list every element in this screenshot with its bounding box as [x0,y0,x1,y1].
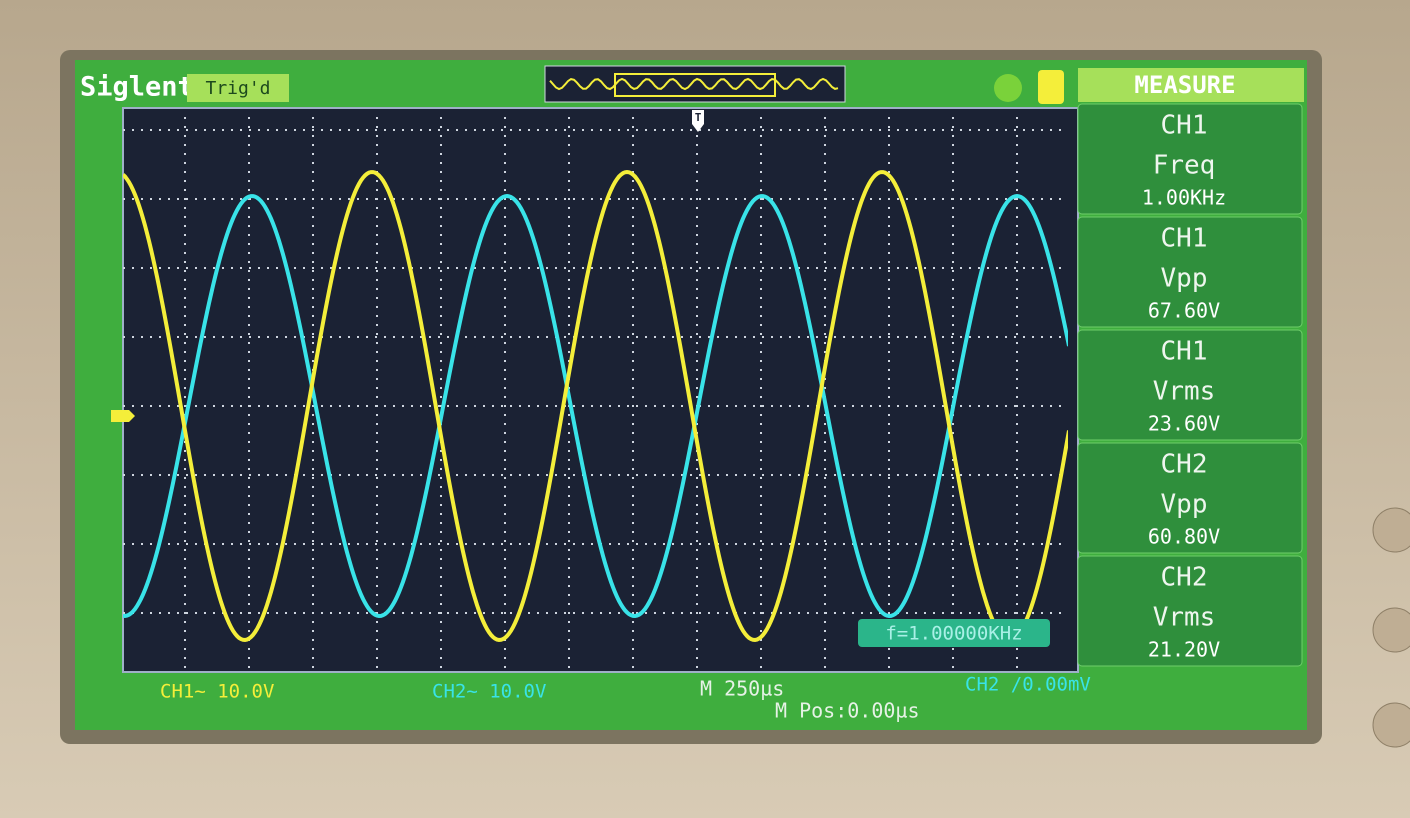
measure-parameter: Vrms [1153,603,1216,633]
status: Trig'd [205,78,270,99]
measure-value: 60.80V [1148,525,1220,549]
measure-source: CH1 [1161,337,1208,367]
measure-value: 23.60V [1148,412,1220,436]
ch2-scale: CH2~ 10.0V [432,681,546,703]
measure-source: CH2 [1161,563,1208,593]
brand: Siglent [80,72,194,103]
page: Siglent Trig'd T MEASURE CH1Freq1.00KHzC… [0,0,1410,818]
horizontal-position: M Pos:0.00µs [775,699,920,723]
ch1-scale: CH1~ 10.0V [160,681,274,703]
measure-value: 21.20V [1148,638,1220,662]
printer-icon [1038,70,1064,104]
measure-panel: CH1 Freq 1.00KHz CH1 Vpp 67.60V CH1 Vrms 23.60V C… [1078,104,1302,666]
timebase: M 250µs [700,677,784,701]
measure-source: CH2 [1161,450,1208,480]
usb-icon [994,74,1022,102]
measure-parameter: Vpp [1161,264,1208,294]
counter: f=1.00000KHz [885,623,1022,645]
measure-value: 67.60V [1148,299,1220,323]
plot-area [123,108,1078,672]
trigger-marker: T [695,111,702,124]
measure-source: CH1 [1161,224,1208,254]
measure-parameter: Vpp [1161,490,1208,520]
measure-source: CH1 [1161,111,1208,141]
measure-parameter: Freq [1153,151,1216,181]
measure-parameter: Vrms [1153,377,1216,407]
trigger-setting: CH2 /0.00mV [965,674,1091,696]
measure-title: MEASURE [1134,71,1235,99]
measure-value: 1.00KHz [1142,186,1226,210]
oscilloscope-photo: Siglent Trig'd T MEASURE CH1Freq1.00KHzC… [0,0,1410,818]
